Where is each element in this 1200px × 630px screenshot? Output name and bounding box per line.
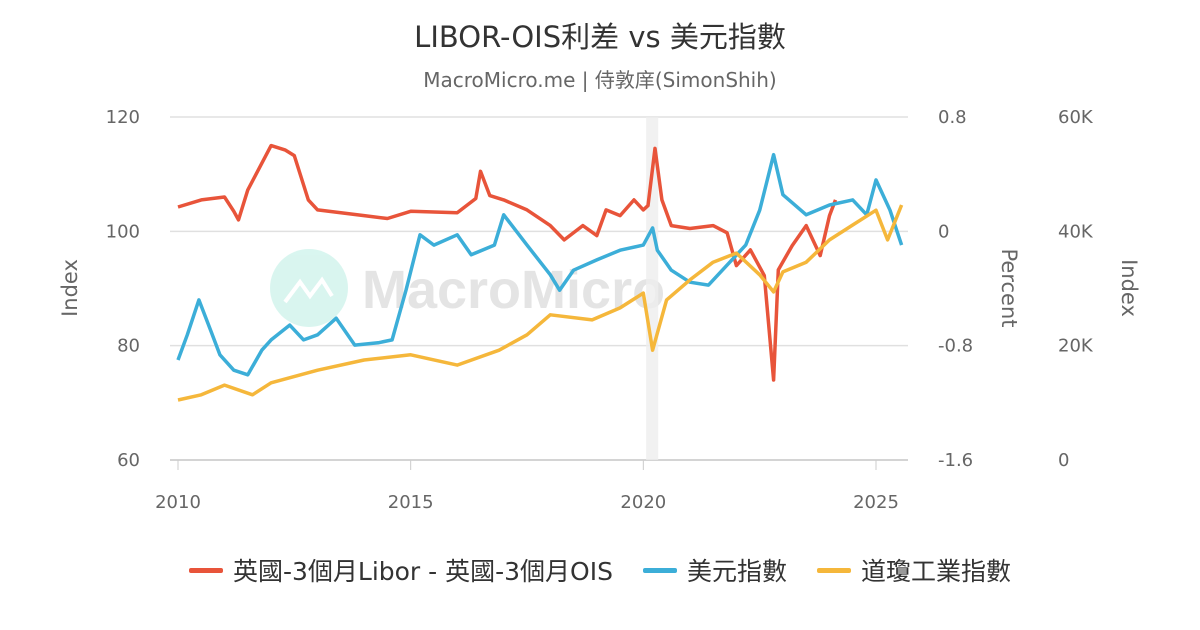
y-tick-percent: -0.8 [938,336,973,357]
y-tick-right: 60K [1058,107,1094,128]
x-tick-label: 2020 [620,492,666,513]
chart-title: LIBOR-OIS利差 vs 美元指數 [414,20,786,54]
chart-subtitle: MacroMicro.me | 侍敦庠(SimonShih) [423,68,777,92]
y-axis-title-right: Index [1117,259,1141,317]
legend-item-dow[interactable]: 道瓊工業指數 [817,552,1011,588]
y-tick-left: 60 [117,450,140,471]
x-tick-label: 2025 [853,492,899,513]
legend: 英國-3個月Libor - 英國-3個月OIS 美元指數 道瓊工業指數 [0,552,1200,588]
y-tick-percent: -1.6 [938,450,973,471]
legend-item-libor-ois[interactable]: 英國-3個月Libor - 英國-3個月OIS [188,552,613,588]
y-tick-left: 120 [106,107,140,128]
series-line-2 [177,204,904,402]
x-tick-label: 2010 [155,492,201,513]
legend-swatch [642,567,677,573]
y-tick-percent: 0.8 [938,107,967,128]
y-tick-right: 40K [1058,221,1094,242]
legend-swatch [817,567,851,573]
y-tick-left: 100 [106,221,140,242]
legend-swatch [188,567,223,573]
series-line-0 [177,143,838,382]
y-axis-title-percent: Percent [997,248,1021,327]
x-tick-label: 2015 [388,492,434,513]
y-tick-left: 80 [117,336,140,357]
y-axis-title-left: Index [58,259,82,317]
y-tick-percent: 0 [938,221,949,242]
y-tick-right: 0 [1058,450,1069,471]
series-line-1 [176,152,904,377]
y-tick-right: 20K [1058,336,1094,357]
legend-label: 英國-3個月Libor - 英國-3個月OIS [232,557,613,586]
legend-label: 道瓊工業指數 [861,557,1012,586]
legend-item-dxy[interactable]: 美元指數 [642,552,787,588]
legend-label: 美元指數 [686,557,787,586]
